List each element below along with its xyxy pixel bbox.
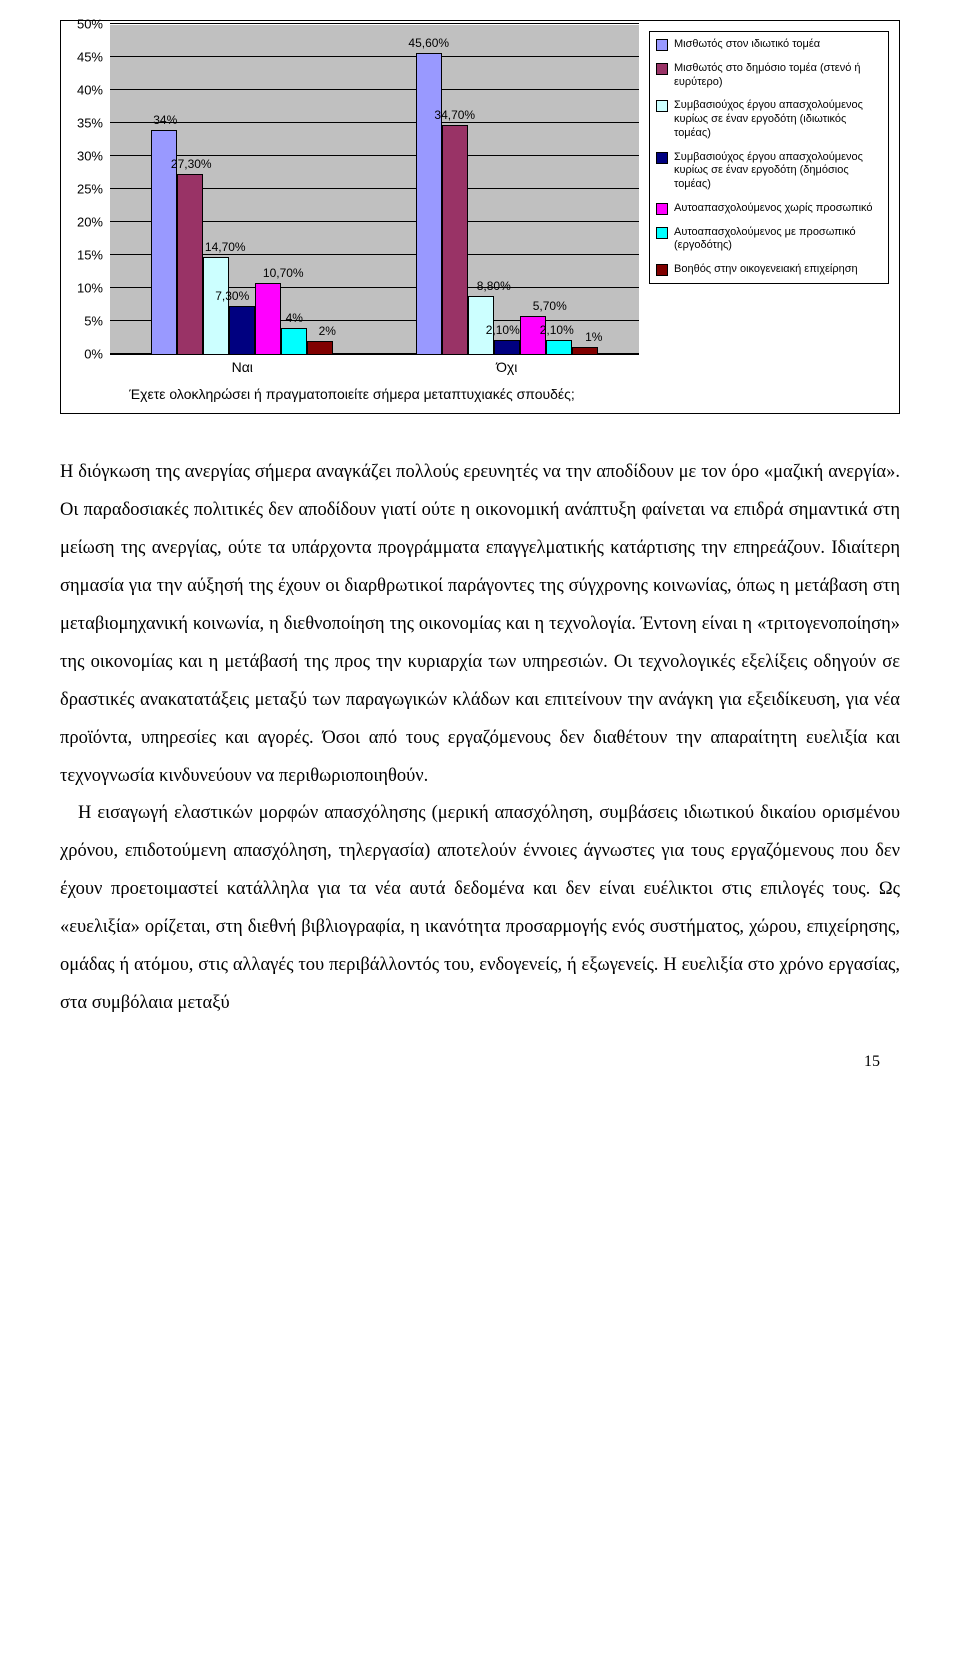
legend-label: Αυτοαπασχολούμενος με προσωπικό (εργοδότ… xyxy=(674,226,882,254)
legend-swatch xyxy=(656,100,668,112)
chart-bar: 2% xyxy=(307,341,333,354)
legend-item: Αυτοαπασχολούμενος χωρίς προσωπικό xyxy=(656,202,882,216)
bar-value-label: 7,30% xyxy=(215,289,249,303)
legend-item: Μισθωτός στον ιδιωτικό τομέα xyxy=(656,38,882,52)
chart-container: 0% 5% 10% 15% 20% 25% 30% 35% 40% 45% 50% 34% 27,30… xyxy=(60,20,900,414)
body-text: Η διόγκωση της ανεργίας σήμερα αναγκάζει… xyxy=(60,454,900,1023)
y-tick-label: 40% xyxy=(77,83,103,98)
x-axis-labels: Ναι Όχι xyxy=(110,359,639,375)
chart-question: Έχετε ολοκληρώσει ή πραγματοποιείτε σήμε… xyxy=(105,385,599,403)
legend-swatch xyxy=(656,152,668,164)
y-tick-label: 35% xyxy=(77,116,103,131)
bar-value-label: 5,70% xyxy=(533,299,567,313)
legend-label: Συμβασιούχος έργου απασχολούμενος κυρίως… xyxy=(674,151,882,192)
bar-value-label: 45,60% xyxy=(408,36,449,50)
legend-label: Συμβασιούχος έργου απασχολούμενος κυρίως… xyxy=(674,99,882,140)
y-tick-label: 10% xyxy=(77,281,103,296)
bar-value-label: 2,10% xyxy=(486,323,520,337)
legend-item: Αυτοαπασχολούμενος με προσωπικό (εργοδότ… xyxy=(656,226,882,254)
y-axis-ticks: 0%5%10%15%20%25%30%35%40%45%50% xyxy=(65,25,105,354)
bar-value-label: 14,70% xyxy=(205,240,246,254)
legend-swatch xyxy=(656,63,668,75)
chart-bar: 1% xyxy=(572,347,598,354)
bar-value-label: 8,80% xyxy=(477,279,511,293)
legend-item: Βοηθός στην οικογενειακή επιχείρηση xyxy=(656,263,882,277)
bar-group: 34%27,30%14,70%7,30%10,70%4%2% xyxy=(151,25,333,354)
y-tick-label: 0% xyxy=(84,347,103,362)
chart-bar: 14,70% xyxy=(203,257,229,354)
bar-value-label: 10,70% xyxy=(263,266,304,280)
bar-value-label: 27,30% xyxy=(171,157,212,171)
y-tick-label: 15% xyxy=(77,248,103,263)
bar-value-label: 2% xyxy=(319,324,336,338)
bars-groups: 34%27,30%14,70%7,30%10,70%4%2%45,60%34,7… xyxy=(110,25,639,354)
bar-value-label: 34,70% xyxy=(434,108,475,122)
chart-plot-area: 0%5%10%15%20%25%30%35%40%45%50% 34%27,30… xyxy=(110,25,639,355)
bar-group: 45,60%34,70%8,80%2,10%5,70%2,10%1% xyxy=(416,25,598,354)
x-axis-category-label: Όχι xyxy=(496,359,517,375)
chart-bar: 2,10% xyxy=(546,340,572,354)
y-tick-label: 20% xyxy=(77,215,103,230)
paragraph-1: Η διόγκωση της ανεργίας σήμερα αναγκάζει… xyxy=(60,454,900,795)
legend-swatch xyxy=(656,203,668,215)
chart-bar: 7,30% xyxy=(229,306,255,354)
bar-value-label: 1% xyxy=(585,330,602,344)
y-tick-label: 5% xyxy=(84,314,103,329)
bar-value-label: 4% xyxy=(286,311,303,325)
paragraph-2: Η εισαγωγή ελαστικών μορφών απασχόλησης … xyxy=(60,795,900,1023)
legend-swatch xyxy=(656,39,668,51)
y-tick-label: 45% xyxy=(77,50,103,65)
chart-legend: Μισθωτός στον ιδιωτικό τομέα Μισθωτός στο… xyxy=(649,31,889,284)
legend-label: Αυτοαπασχολούμενος χωρίς προσωπικό xyxy=(674,202,873,216)
legend-swatch xyxy=(656,227,668,239)
y-tick-label: 25% xyxy=(77,182,103,197)
legend-swatch xyxy=(656,264,668,276)
y-tick-label: 50% xyxy=(77,17,103,32)
chart-bar: 34,70% xyxy=(442,125,468,354)
bar-value-label: 34% xyxy=(153,113,177,127)
chart-bar: 2,10% xyxy=(494,340,520,354)
chart-bar: 10,70% xyxy=(255,283,281,354)
legend-label: Μισθωτός στον ιδιωτικό τομέα xyxy=(674,38,820,52)
legend-item: Συμβασιούχος έργου απασχολούμενος κυρίως… xyxy=(656,99,882,140)
chart-bar: 45,60% xyxy=(416,53,442,354)
legend-item: Μισθωτός στο δημόσιο τομέα (στενό ή ευρύ… xyxy=(656,62,882,90)
legend-label: Βοηθός στην οικογενειακή επιχείρηση xyxy=(674,263,858,277)
chart-bar: 4% xyxy=(281,328,307,354)
x-axis-category-label: Ναι xyxy=(232,359,253,375)
bar-value-label: 2,10% xyxy=(540,323,574,337)
legend-item: Συμβασιούχος έργου απασχολούμενος κυρίως… xyxy=(656,151,882,192)
legend-label: Μισθωτός στο δημόσιο τομέα (στενό ή ευρύ… xyxy=(674,62,882,90)
chart-bar: 27,30% xyxy=(177,174,203,354)
y-tick-label: 30% xyxy=(77,149,103,164)
page-number: 15 xyxy=(60,1053,900,1071)
